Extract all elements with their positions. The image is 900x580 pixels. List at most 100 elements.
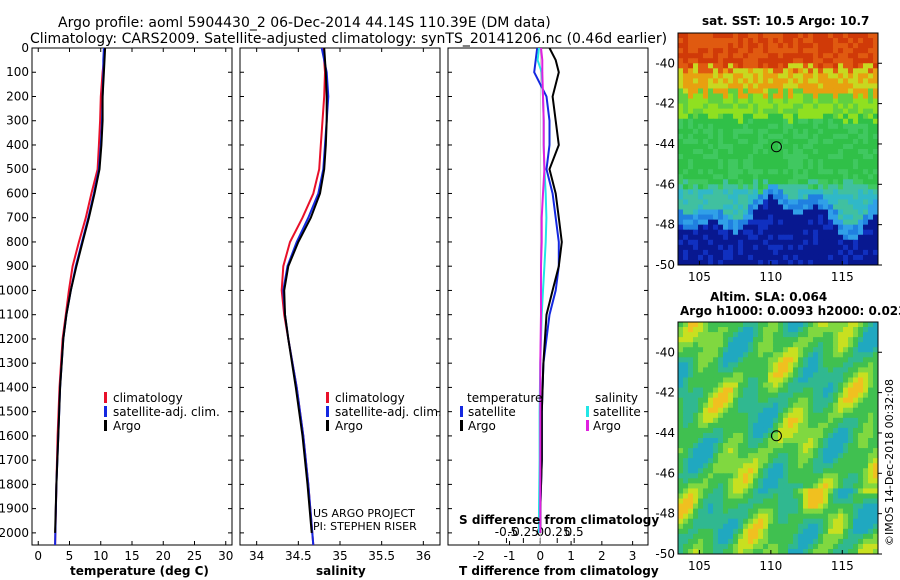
heat-cell bbox=[828, 254, 834, 261]
heat-cell bbox=[688, 352, 694, 358]
heat-cell bbox=[723, 503, 729, 510]
heat-cell bbox=[848, 209, 854, 216]
heat-cell bbox=[748, 118, 754, 125]
heat-cell bbox=[843, 337, 849, 343]
heat-cell bbox=[858, 174, 864, 180]
heat-cell bbox=[823, 214, 829, 221]
heat-cell bbox=[848, 438, 854, 444]
heat-cell bbox=[858, 498, 864, 505]
heat-cell bbox=[748, 327, 754, 333]
heat-cell bbox=[713, 407, 719, 414]
heat-cell bbox=[828, 337, 834, 343]
s-tick-label: -0.5 bbox=[495, 525, 518, 539]
heat-cell bbox=[678, 483, 684, 490]
heat-cell bbox=[753, 498, 759, 505]
heat-cell bbox=[848, 194, 854, 201]
heat-cell bbox=[798, 73, 804, 79]
heat-cell bbox=[773, 179, 779, 185]
heat-cell bbox=[808, 93, 814, 100]
heat-cell bbox=[748, 138, 754, 145]
heat-cell bbox=[763, 48, 769, 54]
heat-cell bbox=[818, 533, 824, 540]
heat-cell bbox=[723, 138, 729, 145]
heat-cell bbox=[748, 259, 754, 265]
heat-cell bbox=[723, 483, 729, 490]
heat-cell bbox=[843, 427, 849, 434]
heat-cell bbox=[748, 543, 754, 550]
heat-cell bbox=[813, 342, 819, 348]
heat-cell bbox=[773, 43, 779, 49]
heat-cell bbox=[818, 199, 824, 206]
heat-cell bbox=[858, 372, 864, 379]
heat-cell bbox=[828, 108, 834, 115]
heat-cell bbox=[713, 83, 719, 90]
heat-cell bbox=[863, 483, 869, 490]
heat-cell bbox=[823, 443, 829, 449]
heat-cell bbox=[773, 387, 779, 394]
heat-cell bbox=[868, 443, 874, 449]
depth-tick-label: 1500 bbox=[0, 405, 29, 419]
heat-cell bbox=[758, 249, 764, 256]
heat-cell bbox=[863, 543, 869, 550]
heat-cell bbox=[803, 352, 809, 358]
heat-cell bbox=[708, 169, 714, 175]
heat-cell bbox=[863, 367, 869, 374]
heat-cell bbox=[813, 133, 819, 140]
heat-cell bbox=[788, 538, 794, 545]
heat-cell bbox=[728, 362, 734, 368]
heat-cell bbox=[788, 194, 794, 201]
heat-cell bbox=[808, 43, 814, 49]
heat-cell bbox=[873, 352, 878, 358]
heat-cell bbox=[813, 93, 819, 100]
heat-cell bbox=[763, 513, 769, 520]
heat-cell bbox=[833, 458, 839, 464]
heat-cell bbox=[843, 123, 849, 130]
salinity-xlabel: salinity bbox=[316, 564, 366, 578]
heat-cell bbox=[843, 453, 849, 459]
heat-cell bbox=[808, 133, 814, 140]
heat-cell bbox=[798, 432, 804, 439]
heat-cell bbox=[678, 397, 684, 404]
heat-cell bbox=[873, 184, 878, 190]
heat-cell bbox=[713, 377, 719, 384]
heat-cell bbox=[728, 397, 734, 404]
heat-cell bbox=[853, 184, 859, 190]
heat-cell bbox=[838, 103, 844, 110]
heat-cell bbox=[873, 362, 878, 368]
heat-cell bbox=[688, 392, 694, 399]
heat-cell bbox=[693, 422, 699, 429]
heat-cell bbox=[768, 199, 774, 206]
heat-cell bbox=[788, 473, 794, 479]
heat-cell bbox=[798, 229, 804, 236]
heat-cell bbox=[793, 417, 799, 424]
heat-cell bbox=[848, 397, 854, 404]
heat-cell bbox=[783, 402, 789, 409]
heat-cell bbox=[808, 48, 814, 54]
heat-cell bbox=[828, 367, 834, 374]
heat-cell bbox=[783, 234, 789, 241]
heat-cell bbox=[748, 154, 754, 160]
heat-cell bbox=[768, 133, 774, 140]
heat-cell bbox=[713, 402, 719, 409]
heat-cell bbox=[733, 98, 739, 105]
heat-cell bbox=[703, 432, 709, 439]
heat-cell bbox=[688, 438, 694, 444]
heat-cell bbox=[808, 427, 814, 434]
heat-cell bbox=[773, 98, 779, 105]
heat-cell bbox=[688, 219, 694, 226]
heat-cell bbox=[678, 322, 684, 328]
heat-cell bbox=[863, 159, 869, 165]
heat-cell bbox=[678, 199, 684, 206]
heat-cell bbox=[758, 518, 764, 525]
heat-cell bbox=[748, 538, 754, 545]
heat-cell bbox=[858, 199, 864, 206]
heat-cell bbox=[853, 249, 859, 256]
heat-cell bbox=[768, 412, 774, 419]
heat-cell bbox=[698, 149, 704, 155]
heat-cell bbox=[813, 63, 819, 69]
heat-cell bbox=[798, 337, 804, 343]
heat-cell bbox=[833, 239, 839, 246]
heat-cell bbox=[693, 169, 699, 175]
heat-cell bbox=[723, 342, 729, 348]
heat-cell bbox=[698, 397, 704, 404]
